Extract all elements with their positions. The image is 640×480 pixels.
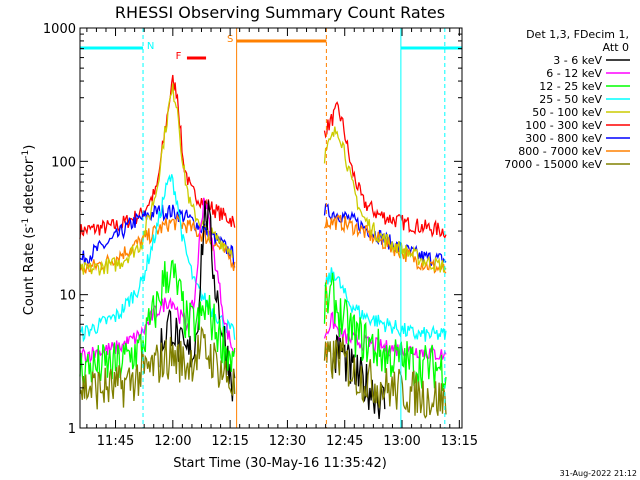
- legend-label: 100 - 300 keV: [525, 119, 602, 132]
- plot-area: N S F 1 10 100 1000 11:45 12:00 12:15 12:30 12:45…: [43, 22, 478, 449]
- curve-25-50kev-9: [324, 267, 447, 342]
- x-tick-label: 13:00: [383, 434, 420, 449]
- observing-bands: N S F: [80, 34, 462, 62]
- y-axis-label-sup1: -1: [21, 218, 31, 227]
- curve-100-300kev-1: [323, 101, 447, 239]
- y-axis: 1 10 100 1000: [43, 22, 462, 437]
- count-rate-curves: [79, 74, 447, 420]
- curve-100-300kev-0: [79, 74, 236, 240]
- y-axis-label-sup2: -1: [21, 150, 31, 159]
- x-tick-label: 12:00: [154, 434, 191, 449]
- y-axis-label-mid: detector: [22, 158, 37, 218]
- footer-timestamp: 31-Aug-2022 21:12: [560, 469, 637, 478]
- y-tick-label: 1: [68, 422, 76, 437]
- legend-label: 800 - 7000 keV: [518, 145, 602, 158]
- x-tick-label: 12:30: [269, 434, 306, 449]
- curve-7000-15000kev-17: [323, 336, 447, 419]
- band-label-f: F: [176, 51, 182, 62]
- x-tick-label: 11:45: [97, 434, 134, 449]
- curve-6-12kev-10: [79, 197, 236, 364]
- curve-12-25kev-15: [323, 272, 447, 392]
- legend-label: 12 - 25 keV: [539, 80, 602, 93]
- x-axis-label: Start Time (30-May-16 11:35:42): [173, 456, 387, 471]
- legend-label: 300 - 800 keV: [525, 132, 602, 145]
- x-tick-label: 12:45: [326, 434, 363, 449]
- legend-label: 6 - 12 keV: [546, 67, 602, 80]
- y-axis-label-end: ): [22, 145, 37, 150]
- legend-label: 50 - 100 keV: [532, 106, 602, 119]
- y-tick-label: 10: [59, 289, 76, 304]
- chart-title: RHESSI Observing Summary Count Rates: [115, 3, 445, 22]
- x-tick-label: 13:15: [441, 434, 478, 449]
- curve-3-6kev-12: [159, 200, 236, 402]
- legend-header-line1: Det 1,3, FDecim 1,: [526, 28, 629, 41]
- y-axis-label: Count Rate (s-1 detector-1): [21, 145, 37, 316]
- curve-6-12kev-11: [323, 311, 447, 361]
- curve-7000-15000kev-16: [79, 325, 236, 410]
- y-axis-label-base: Count Rate (s: [22, 227, 37, 316]
- curve-300-800kev-3: [323, 203, 447, 270]
- legend-label: 3 - 6 keV: [553, 54, 602, 67]
- legend-label: 25 - 50 keV: [539, 93, 602, 106]
- curve-12-25kev-14: [79, 259, 236, 388]
- y-tick-label: 100: [51, 155, 76, 170]
- curve-50-100kev-7: [323, 126, 447, 273]
- y-tick-label: 1000: [43, 22, 76, 37]
- band-label-n: N: [147, 41, 154, 52]
- x-tick-label: 12:15: [211, 434, 248, 449]
- legend-header-line2: Att 0: [603, 41, 629, 54]
- x-axis: 11:45 12:00 12:15 12:30 12:45 13:00 13:15: [86, 28, 478, 449]
- interval-markers: [142, 28, 446, 428]
- plot-frame: [79, 27, 463, 429]
- legend-label: 7000 - 15000 keV: [504, 158, 602, 171]
- band-label-s: S: [227, 34, 233, 45]
